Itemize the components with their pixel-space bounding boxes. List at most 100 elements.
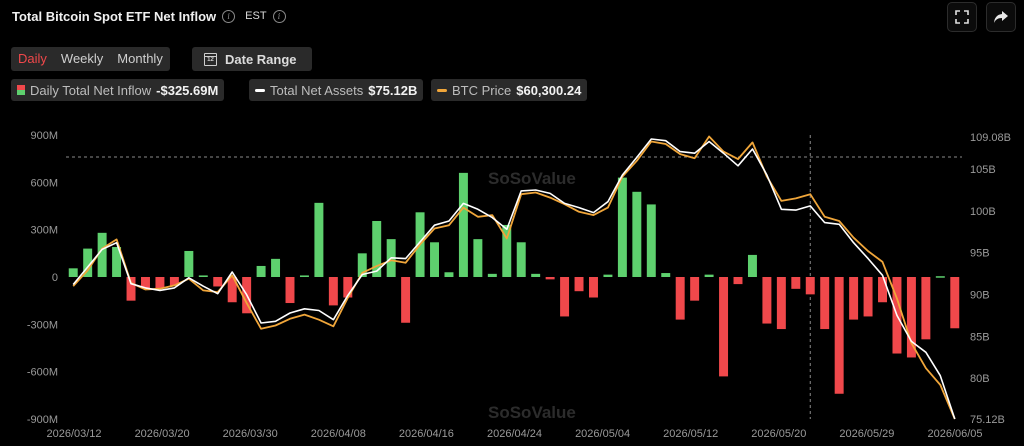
- outflow-bar: [762, 277, 772, 324]
- outflow-bar: [141, 277, 150, 289]
- y-left-tick-label: -900M: [27, 414, 58, 426]
- y-right-tick-label: 80B: [970, 373, 990, 385]
- outflow-bar: [849, 277, 859, 320]
- tab-daily[interactable]: Daily: [18, 51, 47, 66]
- outflow-bar: [155, 277, 165, 289]
- info-icon[interactable]: i: [222, 9, 236, 23]
- x-tick-label: 2026/04/24: [487, 428, 542, 440]
- y-left-tick-label: 600M: [30, 177, 58, 189]
- inflow-bar: [357, 253, 367, 277]
- outflow-bar: [950, 277, 960, 329]
- y-right-tick-label: 100B: [970, 206, 996, 218]
- outflow-bar: [545, 277, 555, 280]
- inflow-bar: [256, 265, 266, 277]
- x-tick-label: 2026/04/08: [311, 428, 366, 440]
- outflow-bar: [776, 277, 786, 330]
- outflow-bar: [921, 277, 931, 340]
- watermark-layer: SoSoValue SoSoValue: [488, 169, 576, 422]
- outflow-bar: [589, 277, 598, 298]
- x-tick-label: 2026/05/29: [839, 428, 894, 440]
- y-right-tick-label: 90B: [970, 290, 990, 302]
- inflow-bar: [747, 254, 757, 277]
- y-left-tick-label: 900M: [30, 130, 58, 142]
- y-right-tick-label: 75.12B: [970, 414, 1005, 426]
- legend-label: Daily Total Net Inflow: [30, 82, 152, 98]
- inflow-bar: [198, 275, 208, 277]
- inflow-bar: [646, 204, 656, 277]
- inflow-bar: [271, 258, 281, 277]
- inflow-bar: [516, 242, 526, 277]
- chart-title: Total Bitcoin Spot ETF Net Inflow: [12, 8, 217, 24]
- inflow-bar: [458, 172, 468, 277]
- grid-layer: [66, 135, 962, 419]
- y-left-tick-label: -300M: [27, 319, 58, 331]
- x-tick-label: 2026/03/12: [46, 428, 101, 440]
- inflow-bar: [372, 220, 382, 277]
- outflow-bar: [791, 277, 801, 289]
- inflow-bar: [112, 247, 122, 277]
- outflow-bar: [690, 277, 700, 301]
- outflow-bar: [126, 277, 136, 301]
- y-right-tick-label: 109.08B: [970, 132, 1011, 144]
- outflow-bar: [560, 277, 570, 317]
- inflow-bar: [935, 276, 945, 278]
- outflow-bar: [834, 277, 844, 394]
- inflow-bar: [444, 272, 454, 277]
- inflow-bar: [502, 224, 512, 277]
- outflow-bar: [878, 277, 887, 303]
- inflow-bar: [704, 274, 714, 277]
- legend-value: -$325.69M: [156, 82, 219, 98]
- timezone-info-icon[interactable]: i: [272, 9, 286, 23]
- inflow-bar: [617, 177, 627, 277]
- share-icon: [994, 11, 1008, 23]
- tab-monthly[interactable]: Monthly: [117, 51, 163, 66]
- inflow-bar: [97, 232, 107, 277]
- net-assets-line: [72, 138, 956, 420]
- legend-label: Total Net Assets: [270, 82, 364, 98]
- watermark: SoSoValue: [488, 169, 576, 188]
- legend-value: $75.12B: [368, 82, 418, 98]
- line-series: [72, 135, 956, 420]
- line-swatch-icon: [437, 88, 447, 92]
- inflow-bar: [603, 274, 613, 277]
- legend-value: $60,300.24: [516, 82, 582, 98]
- outflow-bar: [169, 277, 179, 286]
- legend-label: BTC Price: [452, 82, 512, 98]
- x-tick-label: 2026/05/20: [751, 428, 806, 440]
- outflow-bar: [906, 277, 916, 358]
- x-tick-label: 2026/04/16: [399, 428, 454, 440]
- date-range-button[interactable]: 12 Date Range: [192, 47, 312, 71]
- outflow-bar: [733, 277, 743, 285]
- legend-item-net-inflow[interactable]: Daily Total Net Inflow -$325.69M: [11, 79, 225, 101]
- outflow-bar: [574, 277, 584, 292]
- outflow-bar: [820, 277, 830, 330]
- y-right-tick-label: 95B: [970, 248, 990, 260]
- axis-labels: 900M 600M 300M 0 -300M -600M -900M 109.08B 105B 1…: [27, 130, 1011, 440]
- inflow-bar: [299, 275, 309, 277]
- outflow-bar: [863, 277, 873, 317]
- bar-swatch-icon: [17, 85, 25, 95]
- legend-item-btc-price[interactable]: BTC Price $60,300.24: [431, 79, 588, 101]
- y-left-tick-label: 0: [52, 272, 58, 284]
- outflow-bar: [285, 277, 295, 304]
- fullscreen-icon: [955, 10, 969, 24]
- x-tick-label: 2026/05/04: [575, 428, 630, 440]
- y-right-tick-label: 85B: [970, 331, 990, 343]
- legend-item-net-assets[interactable]: Total Net Assets $75.12B: [249, 79, 424, 101]
- inflow-bar: [83, 248, 93, 277]
- y-right-tick-label: 105B: [970, 164, 996, 176]
- outflow-bar: [401, 277, 411, 323]
- outflow-bar: [343, 277, 353, 298]
- inflow-bar: [531, 273, 541, 277]
- inflow-bar: [430, 242, 439, 277]
- inflow-bar: [473, 239, 483, 277]
- inflow-bar: [314, 202, 324, 277]
- calendar-icon: 12: [204, 52, 217, 66]
- share-button[interactable]: [986, 2, 1016, 32]
- fullscreen-button[interactable]: [947, 2, 977, 32]
- tab-weekly[interactable]: Weekly: [60, 51, 104, 66]
- inflow-bar: [661, 273, 671, 277]
- outflow-bar: [805, 277, 815, 295]
- period-tabs: Daily Weekly Monthly: [11, 47, 170, 71]
